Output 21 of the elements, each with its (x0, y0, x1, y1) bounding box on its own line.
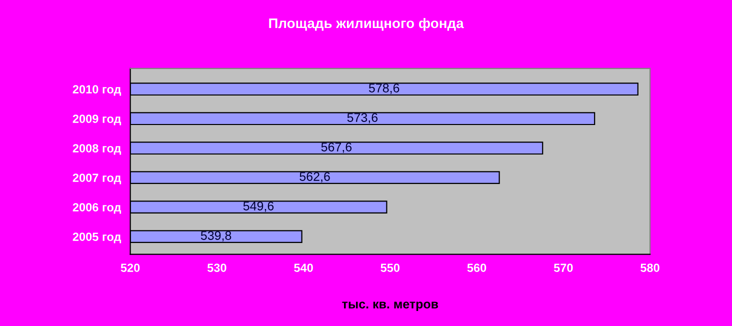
data-label: 562,6 (300, 172, 330, 182)
chart-title: Площадь жилищного фонда (269, 18, 464, 31)
x-tick-label: 530 (207, 264, 226, 272)
x-tick-label: 560 (467, 264, 486, 272)
x-tick-label: 580 (640, 264, 660, 272)
data-label: 539,8 (200, 231, 232, 242)
y-tick-label: 2009 год (72, 114, 122, 126)
x-tick-label: 540 (294, 264, 313, 272)
x-tick-label: 550 (380, 264, 400, 272)
data-label: 578,6 (368, 84, 400, 94)
y-tick-label: 2006 год (72, 203, 122, 214)
data-label: 549,6 (243, 202, 274, 212)
data-label: 573,6 (347, 113, 378, 124)
y-tick-label: 2007 год (72, 174, 122, 184)
x-tick-label: 520 (120, 264, 140, 272)
x-tick-label: 570 (554, 264, 573, 272)
y-tick-label: 2010 год (72, 85, 122, 96)
x-axis-title: тыс. кв. метров (342, 302, 438, 311)
y-tick-label: 2005 год (72, 232, 122, 244)
y-tick-label: 2008 год (72, 144, 122, 155)
data-label: 567,6 (321, 142, 352, 153)
